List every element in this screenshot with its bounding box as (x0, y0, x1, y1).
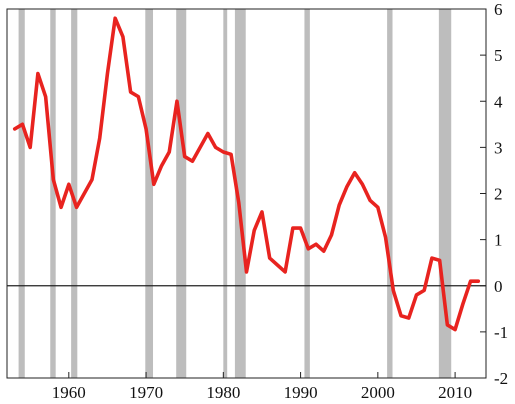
shaded-period (71, 9, 78, 378)
y-tick-label: 0 (494, 277, 503, 296)
shaded-period (234, 9, 246, 378)
plot-frame (6, 8, 487, 379)
shaded-period (50, 9, 56, 378)
shaded-period (18, 9, 25, 378)
x-tick-label: 1960 (52, 383, 86, 402)
shaded-period (145, 9, 154, 378)
y-tick-label: 2 (494, 185, 503, 204)
series-line (12, 16, 481, 332)
x-tick-label: 1970 (129, 383, 163, 402)
shaded-period (304, 9, 310, 378)
x-tick-label: 1980 (206, 383, 240, 402)
shaded-period (438, 9, 452, 378)
x-tick-label: 1990 (284, 383, 318, 402)
shaded-period (223, 9, 228, 378)
y-tick-label: 5 (494, 46, 503, 65)
y-axis: -2 -1 0 1 2 3 4 5 6 (480, 0, 508, 388)
x-axis: 1960 1970 1980 1990 2000 2010 (52, 372, 472, 402)
y-tick-label: 1 (494, 231, 503, 250)
y-tick-label: 6 (494, 0, 503, 19)
y-tick-label: -2 (494, 369, 508, 388)
shaded-period (176, 9, 187, 378)
y-tick-label: 3 (494, 138, 503, 157)
x-tick-label: 2000 (361, 383, 395, 402)
x-tick-label: 2010 (438, 383, 472, 402)
y-tick-label: 4 (494, 92, 503, 111)
y-tick-label: -1 (494, 323, 508, 342)
shaded-period (387, 9, 393, 378)
